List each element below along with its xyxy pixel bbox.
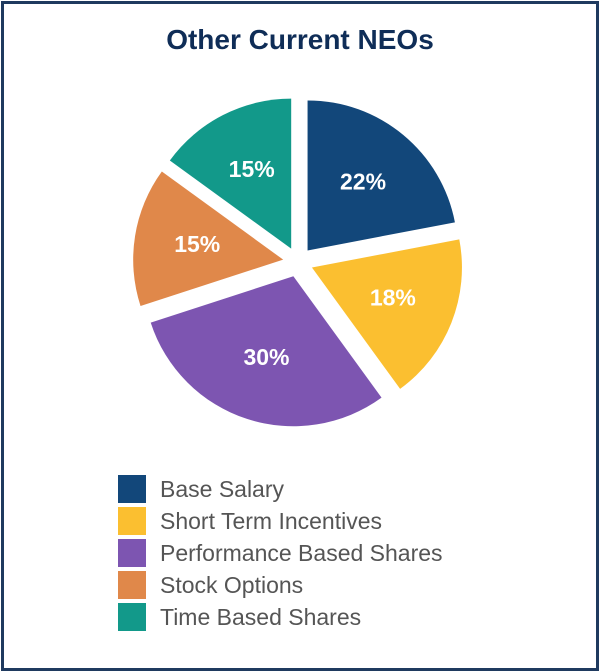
legend-item-base-salary: Base Salary: [118, 473, 443, 505]
legend-swatch-short-term-incentives: [118, 507, 146, 535]
slice-value-label-base-salary: 22%: [340, 168, 386, 194]
pie-slice-time-based-shares: [169, 98, 292, 249]
pie-slice-base-salary: [307, 100, 455, 251]
pie-chart: 22% 18% 30% 15% 15%: [133, 98, 462, 427]
legend-label-short-term-incentives: Short Term Incentives: [160, 507, 383, 534]
legend-label-stock-options: Stock Options: [160, 571, 304, 598]
legend-item-performance-based-shares: Performance Based Shares: [118, 537, 443, 569]
legend-label-performance-based-shares: Performance Based Shares: [160, 539, 443, 566]
legend-swatch-performance-based-shares: [118, 539, 146, 567]
pie-slice-stock-options: [133, 171, 284, 307]
slice-value-label-stock-options: 15%: [174, 231, 220, 257]
chart-title: Other Current NEOs: [166, 24, 434, 55]
legend: Base Salary Short Term Incentives Perfor…: [118, 473, 443, 633]
legend-item-time-based-shares: Time Based Shares: [118, 601, 443, 633]
legend-item-short-term-incentives: Short Term Incentives: [118, 505, 443, 537]
slice-value-label-short-term-incentives: 18%: [370, 285, 416, 311]
legend-label-time-based-shares: Time Based Shares: [160, 603, 362, 630]
pie-slice-short-term-incentives: [311, 239, 462, 389]
pie-slice-performance-based-shares: [150, 276, 382, 427]
legend-swatch-stock-options: [118, 571, 146, 599]
legend-swatch-time-based-shares: [118, 603, 146, 631]
legend-item-stock-options: Stock Options: [118, 569, 443, 601]
slice-value-label-performance-based-shares: 30%: [243, 344, 289, 370]
slice-value-label-time-based-shares: 15%: [229, 156, 275, 182]
legend-label-base-salary: Base Salary: [160, 475, 285, 502]
legend-swatch-base-salary: [118, 475, 146, 503]
